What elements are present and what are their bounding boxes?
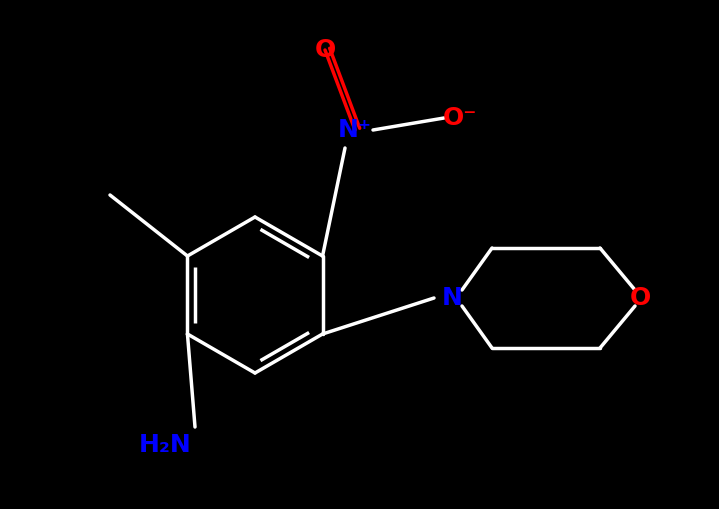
Text: O: O	[629, 286, 651, 310]
Text: N: N	[441, 286, 462, 310]
Text: O⁻: O⁻	[443, 106, 477, 130]
Text: O: O	[314, 38, 336, 62]
Text: H₂N: H₂N	[139, 433, 191, 457]
Text: N⁺: N⁺	[338, 118, 372, 142]
